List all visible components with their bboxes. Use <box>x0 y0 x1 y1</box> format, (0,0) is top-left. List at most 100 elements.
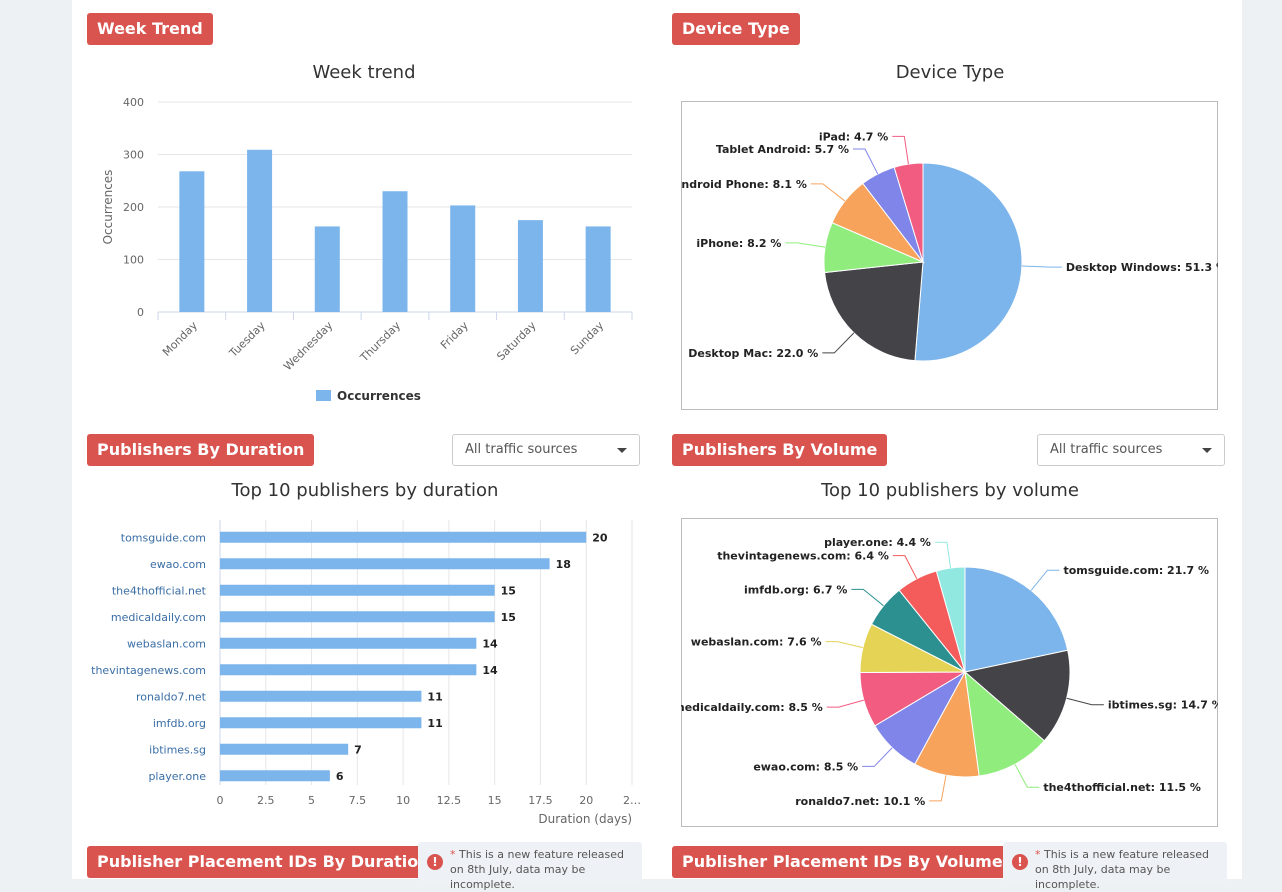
volume-traffic-source-select[interactable]: All traffic sources <box>1037 434 1225 466</box>
data-label: 11 <box>427 690 442 703</box>
volume-pie-chart: tomsguide.com: 21.7 % ibtimes.sg: 14.7 % t… <box>681 518 1218 827</box>
x-tick-label: 15 <box>488 794 502 807</box>
y-tick-label: 0 <box>137 306 144 319</box>
notice-text: This is a new feature released on 8th Ju… <box>450 848 625 891</box>
data-label: 14 <box>482 637 498 650</box>
pie-label: imfdb.org: 6.7 % <box>744 583 847 596</box>
y-tick-label: imfdb.org <box>153 717 206 730</box>
y-tick-label: webaslan.com <box>127 637 206 650</box>
x-tick-label: 2.5 <box>257 794 275 807</box>
pie-connector <box>785 242 826 248</box>
y-tick-label: 200 <box>123 201 144 214</box>
bar <box>220 558 550 570</box>
x-tick-label: 20 <box>579 794 593 807</box>
y-tick-label: player.one <box>148 770 206 783</box>
new-feature-notice-volume: ! * This is a new feature released on 8t… <box>1003 842 1227 891</box>
pie-connector <box>929 775 947 802</box>
week-trend-chart: 0 100 200 300 400 Occurrences Monday Tuesday Wed… <box>101 96 633 403</box>
pie-label: Desktop Windows: 51.3 % <box>1066 261 1218 274</box>
notice-star: * <box>1035 848 1041 861</box>
pie-label: thevintagenews.com: 6.4 % <box>717 550 889 563</box>
duration-chart-title: Top 10 publishers by duration <box>231 480 499 501</box>
pie-slice <box>935 566 966 673</box>
y-tick-label: medicaldaily.com <box>111 611 206 624</box>
device-type-pie-chart: Desktop Windows: 51.3 % Desktop Mac: 22.0… <box>681 101 1218 410</box>
x-tick-label: 0 <box>217 794 224 807</box>
pie-connector <box>852 148 879 175</box>
duration-traffic-source-value: All traffic sources <box>465 442 578 457</box>
bar-friday <box>450 205 476 312</box>
pie-label: Desktop Mac: 22.0 % <box>688 347 818 360</box>
publishers-by-duration-heading: Publishers By Duration <box>87 434 315 466</box>
pie-label: player.one: 4.4 % <box>824 536 931 549</box>
data-label: 7 <box>354 743 362 756</box>
pie-slice <box>963 649 1071 742</box>
pie-label: iPhone: 8.2 % <box>696 237 781 250</box>
legend-swatch <box>316 390 331 401</box>
volume-traffic-source-value: All traffic sources <box>1050 442 1163 457</box>
bar <box>220 611 495 623</box>
pie-label: the4thofficial.net: 11.5 % <box>1043 781 1201 794</box>
x-tick-label: 2… <box>623 794 641 807</box>
pie-label: tomsguide.com: 21.7 % <box>1063 564 1209 577</box>
x-tick-label: 17.5 <box>528 794 553 807</box>
duration-traffic-source-select[interactable]: All traffic sources <box>452 434 640 466</box>
y-tick-label: ewao.com <box>150 558 206 571</box>
alert-icon: ! <box>1012 854 1028 870</box>
y-axis-label: Occurrences <box>101 170 115 245</box>
y-tick-label: 100 <box>123 254 144 267</box>
device-type-chart-title: Device Type <box>895 62 1005 83</box>
pie-slice <box>914 162 1023 362</box>
pie-connector <box>810 183 846 202</box>
bar <box>220 531 587 543</box>
volume-chart-title: Top 10 publishers by volume <box>821 480 1079 501</box>
y-tick-label: tomsguide.com <box>121 531 206 544</box>
bar <box>220 664 477 676</box>
x-axis-label: Duration (days) <box>538 812 632 826</box>
pie-connector <box>892 555 918 579</box>
bar-tuesday <box>247 149 273 312</box>
bar <box>220 717 422 729</box>
x-tick-label: 7.5 <box>349 794 367 807</box>
x-tick-label: Saturday <box>494 319 539 364</box>
y-tick-label: ronaldo7.net <box>136 690 207 703</box>
pie-connector <box>1014 764 1040 788</box>
x-tick-label: 10 <box>396 794 410 807</box>
data-label: 15 <box>501 611 516 624</box>
week-trend-heading: Week Trend <box>87 13 213 45</box>
bar-wednesday <box>314 226 340 312</box>
pie-connector <box>1021 265 1062 268</box>
pie-slice <box>964 566 1069 673</box>
week-trend-chart-title: Week trend <box>312 62 416 83</box>
pie-label: Tablet Android: 5.7 % <box>716 143 849 156</box>
pie-label: iPad: 4.7 % <box>819 130 888 143</box>
y-tick-label: the4thofficial.net <box>112 584 207 597</box>
device-type-heading: Device Type <box>672 13 800 45</box>
y-tick-label: 400 <box>123 96 144 109</box>
notice-star: * <box>450 848 456 861</box>
x-tick-label: Sunday <box>568 319 607 358</box>
placement-ids-by-duration-heading: Publisher Placement IDs By Duration * <box>87 846 454 878</box>
pie-connector <box>851 588 884 607</box>
x-tick-label: Thursday <box>357 319 403 365</box>
data-label: 11 <box>427 717 442 730</box>
bar <box>220 770 330 782</box>
x-tick-label: Tuesday <box>226 319 268 361</box>
pie-label: ewao.com: 8.5 % <box>753 760 858 773</box>
notice-text: This is a new feature released on 8th Ju… <box>1035 848 1210 891</box>
bar-saturday <box>517 220 543 312</box>
data-label: 15 <box>501 584 516 597</box>
placement-ids-by-volume-heading: Publisher Placement IDs By Volume * <box>672 846 1027 878</box>
bar-thursday <box>382 191 408 312</box>
pie-label: webaslan.com: 7.6 % <box>691 636 822 649</box>
pie-connector <box>826 699 864 708</box>
x-tick-label: 12.5 <box>437 794 462 807</box>
alert-icon: ! <box>427 854 443 870</box>
new-feature-notice-duration: ! * This is a new feature released on 8t… <box>418 842 642 891</box>
bar <box>220 584 495 596</box>
bar <box>220 743 349 755</box>
pie-connector <box>1030 569 1060 591</box>
pie-label: ibtimes.sg: 14.7 % <box>1108 699 1218 712</box>
pie-connector <box>934 541 952 569</box>
chevron-down-icon <box>1202 448 1212 453</box>
